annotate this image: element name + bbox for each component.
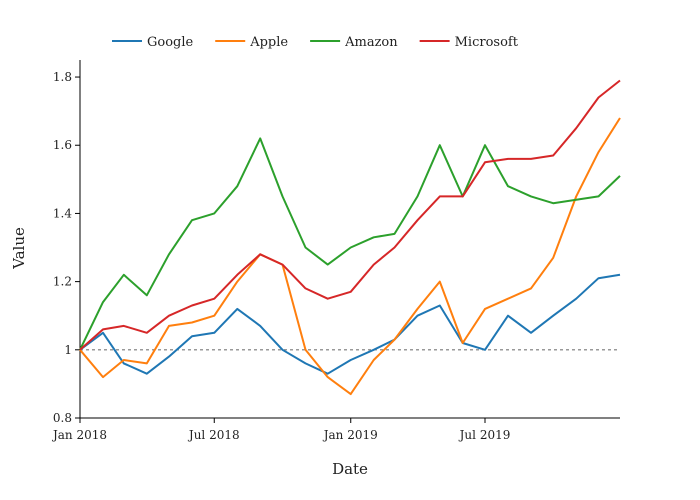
axes: 0.8 1 1.2 1.4 1.6 1.8 Jan 2018 Jul 2018 Jan 2019…: [51, 60, 620, 442]
x-tick-label: Jul 2018: [187, 428, 240, 442]
y-tick-label: 1.2: [53, 275, 72, 289]
series-line-amazon: [79, 137, 621, 351]
legend-item-microsoft[interactable]: Microsoft: [419, 35, 519, 50]
x-tick-label: Jan 2018: [51, 428, 107, 442]
series-line-apple: [79, 117, 621, 396]
series-line-google: [79, 273, 621, 375]
legend-label: Google: [147, 35, 194, 50]
series-line-microsoft: [79, 79, 621, 351]
y-tick-label: 1: [64, 343, 72, 357]
y-tick-label: 1.4: [53, 206, 72, 220]
x-tick-label: Jul 2019: [458, 428, 511, 442]
y-axis-title: Value: [10, 227, 28, 270]
y-tick-label: 0.8: [53, 411, 72, 425]
plot-area: [79, 79, 621, 396]
y-tick-label: 1.8: [53, 70, 72, 84]
legend-item-google[interactable]: Google: [112, 35, 194, 50]
legend-label: Microsoft: [455, 35, 519, 50]
x-tick-label: Jan 2019: [322, 428, 378, 442]
x-axis-title: Date: [332, 460, 368, 478]
legend-item-apple[interactable]: Apple: [215, 35, 288, 50]
legend-label: Amazon: [344, 35, 398, 50]
y-tick-label: 1.6: [53, 138, 72, 152]
legend-item-amazon[interactable]: Amazon: [310, 35, 398, 50]
legend-label: Apple: [249, 35, 288, 50]
legend: Google Apple Amazon Microsoft: [112, 35, 519, 50]
